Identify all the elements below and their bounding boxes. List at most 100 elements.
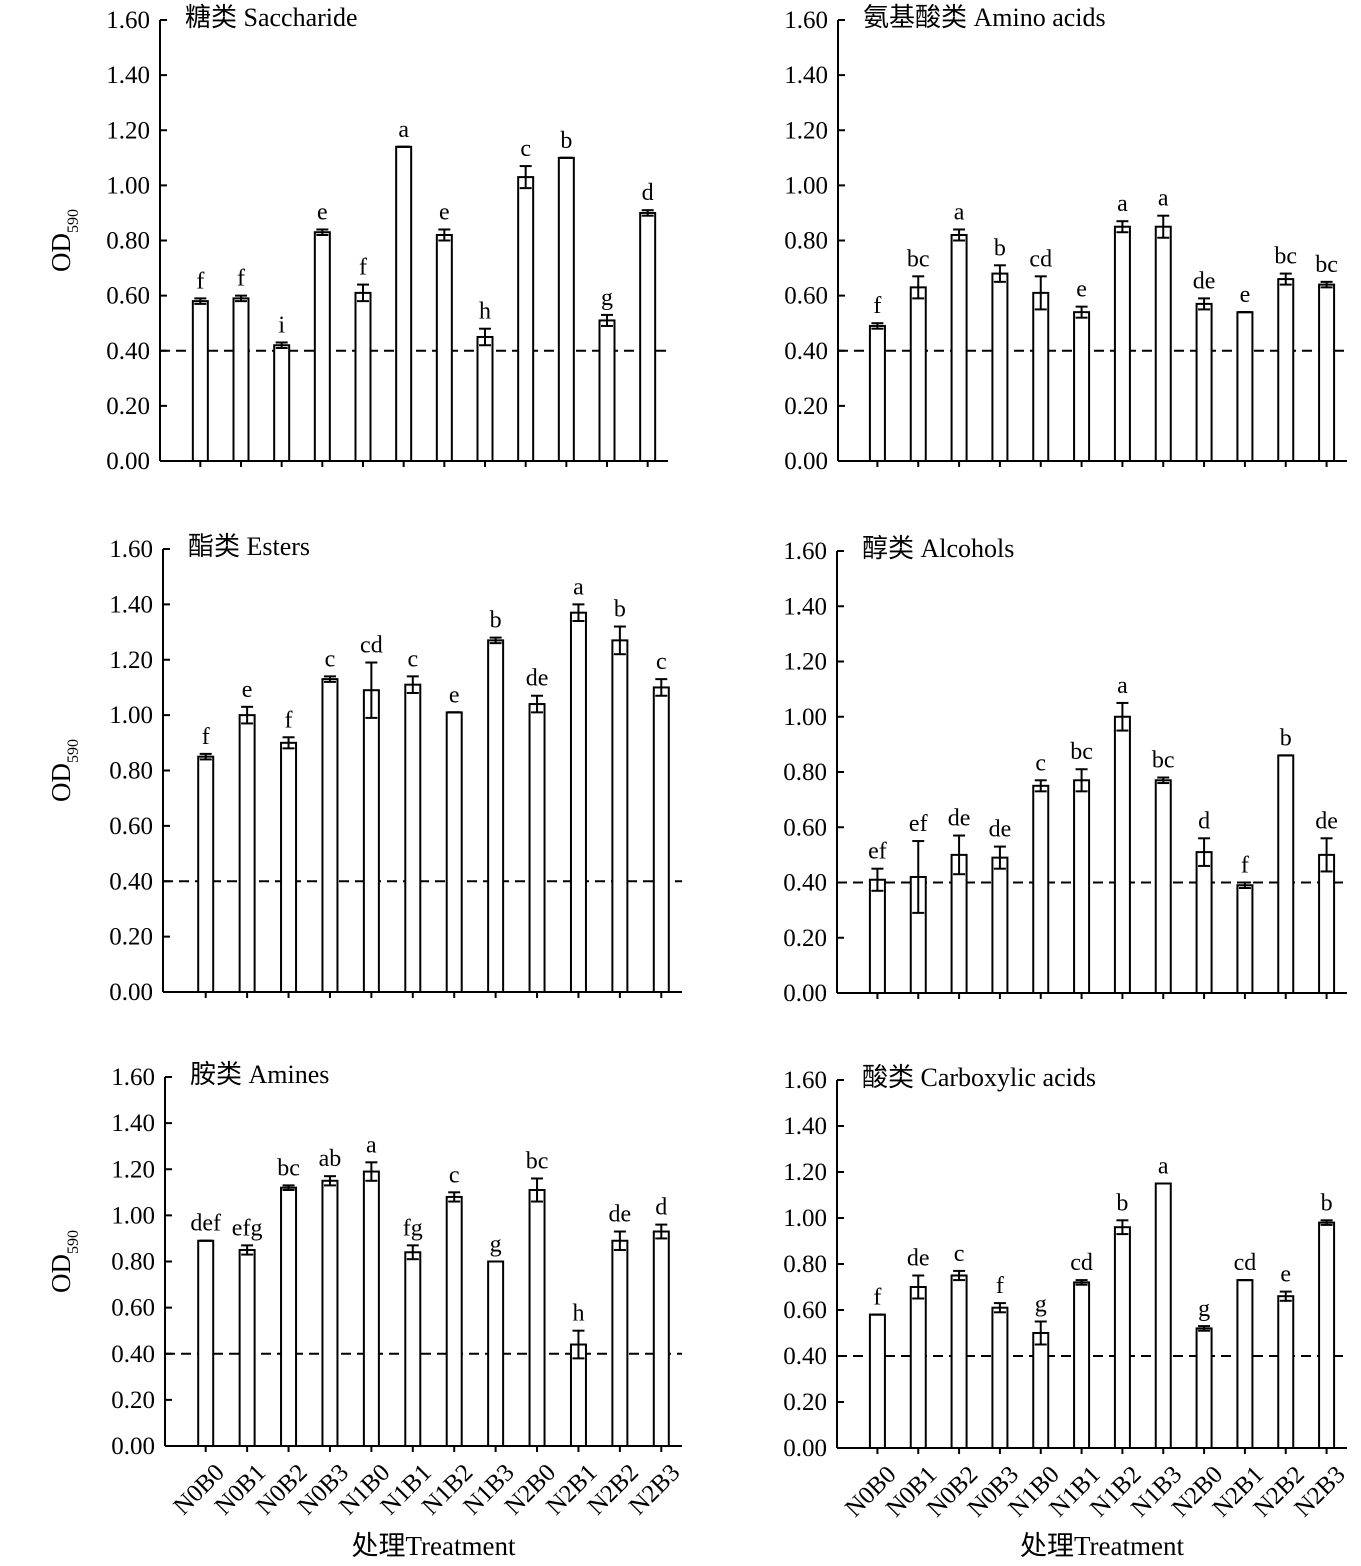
- significance-letter: e: [317, 199, 328, 225]
- bar-N2B0: [1195, 851, 1213, 994]
- bar-N2B3: [639, 211, 657, 462]
- bar-N1B0: [1032, 291, 1050, 462]
- y-tick-label: 1.60: [783, 1067, 827, 1094]
- bar-N0B2: [950, 1274, 968, 1449]
- y-tick-label: 0.80: [783, 1251, 827, 1278]
- bar-N2B0: [1195, 1327, 1213, 1450]
- bar-N1B1: [1073, 311, 1091, 462]
- significance-letter: bc: [907, 246, 930, 272]
- bar-N2B1: [569, 1343, 587, 1448]
- y-axis-label: OD590: [46, 209, 82, 272]
- bar-N1B2: [1113, 225, 1131, 462]
- significance-letter: de: [1193, 268, 1216, 294]
- significance-letter: bc: [1274, 244, 1297, 270]
- y-tick-label: 0.20: [783, 1389, 827, 1416]
- significance-letter: de: [1315, 808, 1338, 834]
- y-tick-label: 1.20: [783, 1159, 827, 1186]
- significance-letter: de: [989, 817, 1012, 843]
- significance-letter: e: [1240, 282, 1251, 308]
- y-tick-label: 0.40: [106, 338, 150, 365]
- y-tick-label: 1.40: [784, 62, 828, 89]
- bar-N0B3: [313, 231, 331, 462]
- bar-N2B0: [517, 176, 535, 462]
- panel-4: 0.00 0.20 0.40 0.60 0.80 1.00 1.20 1.40 1.60 efef…: [783, 534, 1347, 1007]
- significance-letter: fg: [403, 1215, 423, 1241]
- panel-title: 酯类 Esters: [188, 532, 310, 561]
- y-tick-label: 1.20: [784, 117, 828, 144]
- y-tick-label: 0.20: [111, 1387, 155, 1414]
- significance-letter: e: [1280, 1262, 1291, 1288]
- panel-title: 糖类 Saccharide: [185, 3, 358, 32]
- significance-letter: b: [994, 235, 1006, 261]
- bar-N0B0: [197, 755, 215, 993]
- bar-N2B1: [1236, 311, 1254, 462]
- bar-N2B2: [611, 1239, 629, 1448]
- bar-N2B3: [1318, 283, 1336, 462]
- significance-letter: d: [1198, 808, 1210, 834]
- y-tick-label: 0.20: [783, 925, 827, 952]
- significance-letter: cd: [1234, 1250, 1257, 1276]
- significance-letter: e: [449, 682, 460, 708]
- significance-letter: f: [873, 1285, 881, 1311]
- y-tick-label: 0.60: [783, 1297, 827, 1324]
- bar-N1B0: [1032, 784, 1050, 994]
- bar-N0B0: [868, 878, 886, 994]
- y-tick-label: 1.00: [109, 702, 153, 729]
- bar-N2B2: [1277, 278, 1295, 462]
- bar-N1B0: [354, 291, 372, 462]
- significance-letter: cd: [1029, 246, 1052, 272]
- y-tick-label: 0.60: [784, 283, 828, 310]
- bar-N0B1: [238, 714, 256, 993]
- panel-1: 0.00 0.20 0.40 0.60 0.80 1.00 1.20 1.40 1.60 f f i e…: [46, 3, 668, 475]
- significance-letter: g: [1035, 1292, 1047, 1318]
- significance-letter: bc: [526, 1148, 549, 1174]
- bar-N1B3: [487, 639, 505, 994]
- y-axis-label: OD590: [46, 739, 82, 802]
- significance-letter: c: [1035, 750, 1046, 776]
- bar-N2B3: [652, 1230, 670, 1448]
- bar-N0B0: [868, 1313, 886, 1449]
- significance-letter: f: [359, 255, 367, 281]
- significance-letter: efg: [232, 1215, 263, 1241]
- y-axis-label: OD590: [46, 1230, 82, 1293]
- significance-letter: bc: [1315, 252, 1338, 278]
- significance-letter: f: [873, 293, 881, 319]
- panel-3: 0.00 0.20 0.40 0.60 0.80 1.00 1.20 1.40 1.60 f e f c…: [46, 532, 682, 1006]
- significance-letter: a: [954, 199, 965, 225]
- y-tick-label: 1.40: [109, 591, 153, 618]
- significance-letter: d: [642, 180, 654, 206]
- bar-N1B1: [395, 145, 413, 462]
- y-tick-label: 1.60: [106, 7, 150, 34]
- bar-N2B2: [598, 319, 616, 462]
- significance-letter: bc: [277, 1155, 300, 1181]
- significance-letter: e: [439, 199, 450, 225]
- bar-N0B2: [950, 853, 968, 994]
- panel-5: 0.00 0.20 0.40 0.60 0.80 1.00 1.20 1.40 1.60 def e…: [46, 1060, 685, 1561]
- significance-letter: de: [907, 1246, 930, 1272]
- y-tick-label: 0.40: [111, 1341, 155, 1368]
- panel-title: 氨基酸类 Amino acids: [863, 3, 1106, 32]
- y-tick-label: 0.00: [111, 1433, 155, 1460]
- significance-letter: d: [655, 1195, 667, 1221]
- y-tick-label: 0.80: [783, 759, 827, 786]
- significance-letter: f: [1241, 853, 1249, 879]
- bar-N0B1: [909, 286, 927, 463]
- bar-N1B3: [1154, 225, 1172, 462]
- y-tick-label: 1.00: [783, 704, 827, 731]
- bar-N0B3: [991, 856, 1009, 995]
- bar-N0B0: [868, 324, 886, 462]
- bar-N1B3: [1154, 1182, 1172, 1449]
- y-tick-label: 0.80: [106, 228, 150, 255]
- bar-N2B2: [1277, 1295, 1295, 1449]
- y-tick-label: 0.00: [106, 448, 150, 475]
- significance-letter: b: [1116, 1190, 1128, 1216]
- bar-N1B3: [476, 335, 494, 462]
- y-tick-label: 0.60: [106, 283, 150, 310]
- significance-letter: ab: [319, 1146, 342, 1172]
- significance-letter: h: [479, 299, 491, 325]
- y-tick-label: 1.00: [783, 1205, 827, 1232]
- y-tick-label: 0.40: [784, 338, 828, 365]
- significance-letter: g: [1198, 1296, 1210, 1322]
- x-axis-label: 处理Treatment: [1020, 1531, 1184, 1561]
